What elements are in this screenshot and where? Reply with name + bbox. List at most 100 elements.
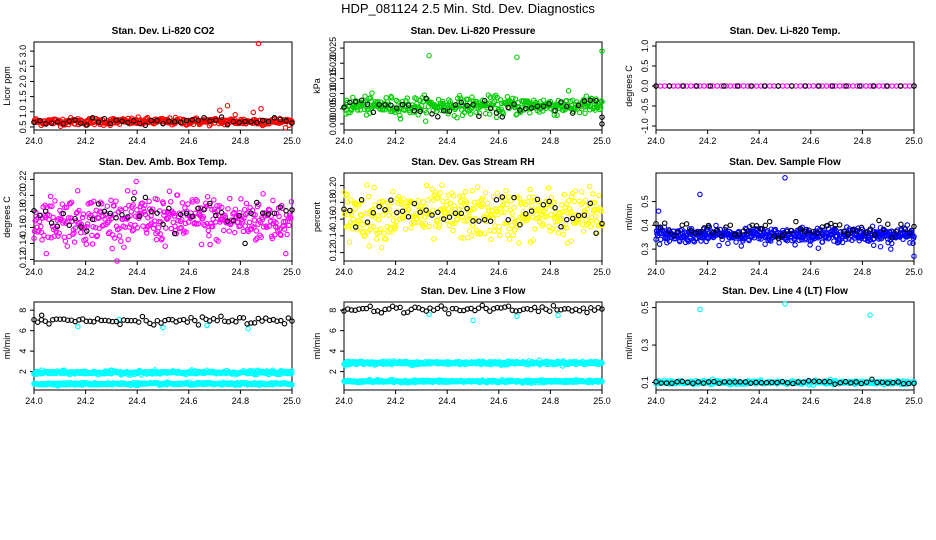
data-point <box>242 223 248 229</box>
y-tick-label: 3.0 <box>18 45 28 58</box>
data-point <box>506 236 513 243</box>
data-point <box>82 236 89 243</box>
data-point <box>494 190 501 196</box>
data-point <box>253 228 260 234</box>
data-point <box>688 83 694 89</box>
y-tick-label: 0.12 <box>18 251 28 269</box>
data-point <box>411 107 418 114</box>
data-point <box>49 203 55 209</box>
data-point <box>236 212 242 219</box>
data-point <box>243 211 249 218</box>
data-point <box>68 199 75 205</box>
data-point <box>550 302 557 309</box>
x-tick-label: 24.6 <box>180 396 198 406</box>
y-tick-label: -0.5 <box>640 98 650 114</box>
data-point <box>246 219 253 226</box>
plot-frame <box>33 41 293 131</box>
data-point <box>487 227 493 234</box>
data-point <box>511 101 517 107</box>
data-point <box>784 83 790 89</box>
data-point <box>421 224 427 230</box>
data-point <box>277 204 284 210</box>
data-point <box>511 204 517 211</box>
data-point <box>54 223 61 230</box>
data-point <box>47 193 54 200</box>
data-point <box>584 309 590 316</box>
data-point <box>225 206 231 212</box>
x-tick-label: 24.2 <box>77 396 95 406</box>
x-tick-label: 24.4 <box>128 136 146 146</box>
data-point <box>836 83 843 89</box>
chart-title: Stan. Dev. Gas Stream RH <box>411 157 534 168</box>
data-point <box>581 210 587 216</box>
data-point <box>408 220 415 226</box>
data-point <box>218 313 224 320</box>
data-point <box>431 101 438 108</box>
data-point <box>125 236 131 243</box>
data-point <box>142 122 149 129</box>
data-point <box>215 238 221 244</box>
data-point <box>238 196 244 202</box>
data-point <box>540 103 547 109</box>
data-point <box>597 104 604 111</box>
data-point <box>189 213 196 220</box>
data-point <box>154 210 160 216</box>
data-point <box>733 239 739 245</box>
series-all <box>653 83 917 89</box>
data-point <box>72 215 78 222</box>
data-point <box>455 216 461 223</box>
data-point <box>701 83 707 89</box>
y-axis-label: degrees C <box>624 65 634 107</box>
y-tick-label: 0.020 <box>328 52 338 75</box>
x-tick-label: 24.0 <box>647 136 665 146</box>
data-point <box>560 231 566 238</box>
data-point <box>399 98 406 105</box>
x-tick-label: 24.4 <box>750 267 768 277</box>
data-point <box>114 258 120 264</box>
outlier-point <box>204 322 210 329</box>
data-point <box>397 112 403 119</box>
data-point <box>232 206 239 212</box>
data-point <box>282 125 289 131</box>
data-point <box>213 117 219 123</box>
data-point <box>596 192 602 199</box>
data-point <box>124 188 131 194</box>
data-point <box>182 220 189 227</box>
data-point <box>166 188 173 195</box>
data-point <box>52 198 58 204</box>
data-point <box>48 120 55 126</box>
data-point <box>121 244 127 250</box>
y-tick-label: 0.4 <box>640 219 650 232</box>
series-hourly <box>31 114 295 129</box>
x-tick-label: 24.6 <box>802 136 820 146</box>
data-point <box>116 233 123 239</box>
data-point <box>371 184 377 191</box>
data-point <box>531 304 538 311</box>
data-point <box>789 83 795 89</box>
data-point <box>367 95 374 101</box>
data-point <box>462 188 469 195</box>
plot-frame <box>343 172 603 262</box>
data-point <box>90 198 97 205</box>
data-point <box>679 222 685 228</box>
data-point <box>780 83 786 89</box>
data-point <box>207 200 213 207</box>
data-point <box>388 199 395 206</box>
data-point <box>43 250 50 257</box>
data-point <box>404 95 411 101</box>
data-point <box>117 321 123 328</box>
data-point <box>802 83 809 89</box>
data-point <box>471 199 478 206</box>
outlier-point <box>470 317 476 324</box>
x-tick-label: 24.6 <box>490 136 508 146</box>
data-point <box>815 245 822 251</box>
x-tick-label: 25.0 <box>593 396 611 406</box>
chart-title: Stan. Dev. Line 4 (LT) Flow <box>722 286 848 297</box>
data-point <box>393 97 400 104</box>
data-point <box>572 188 579 194</box>
data-point <box>352 98 359 105</box>
data-point <box>390 217 397 224</box>
data-point <box>377 226 384 232</box>
